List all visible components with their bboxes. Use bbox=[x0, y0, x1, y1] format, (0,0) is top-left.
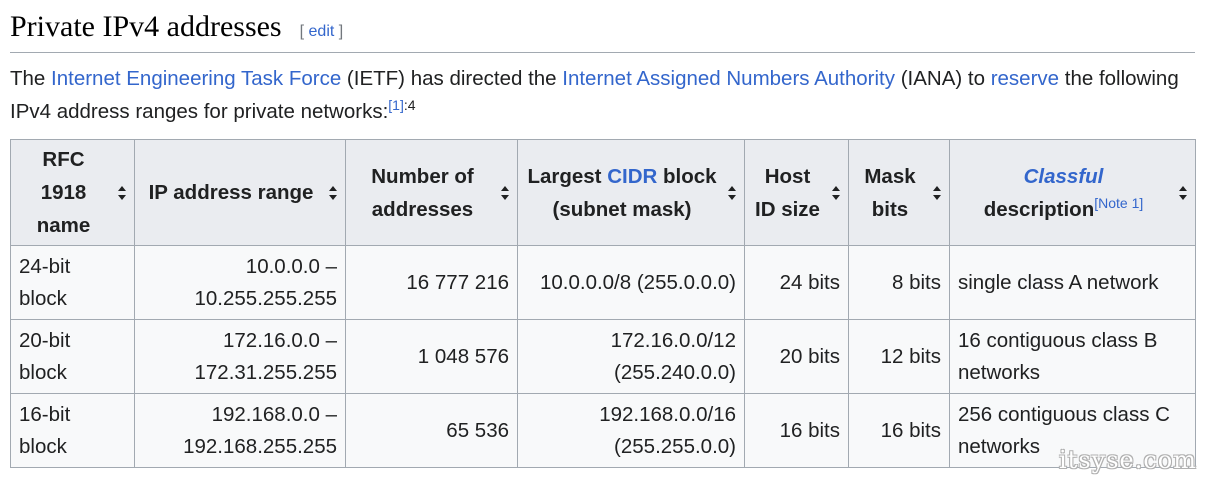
cell-mask-bits: 16 bits bbox=[848, 393, 950, 468]
cell-text: 192.168.255.255 bbox=[183, 434, 337, 458]
column-header-host-id-size[interactable]: Host ID size bbox=[744, 139, 849, 246]
cell-mask-bits: 12 bits bbox=[848, 319, 950, 394]
header-row: RFC 1918 name IP address range Number of… bbox=[10, 139, 1196, 246]
sort-icon[interactable] bbox=[1178, 185, 1188, 201]
reference-link[interactable]: [1] bbox=[388, 97, 404, 114]
cell-ip-range: 172.16.0.0 – 172.31.255.255 bbox=[134, 319, 346, 394]
table-row: 24-bit block 10.0.0.0 – 10.255.255.255 16 … bbox=[10, 245, 1196, 320]
cell-text: 20-bit bbox=[19, 328, 71, 352]
cell-text: networks bbox=[958, 434, 1041, 458]
note-marker: [Note 1] bbox=[1094, 195, 1143, 211]
edit-bracket-close: ] bbox=[338, 23, 344, 40]
header-text: Number of bbox=[371, 164, 474, 188]
cell-number-of-addresses: 65 536 bbox=[345, 393, 518, 468]
cell-classful-description: 16 contiguous class B networks bbox=[949, 319, 1196, 394]
cell-host-id-size: 16 bits bbox=[744, 393, 849, 468]
header-text: Mask bbox=[864, 164, 916, 188]
reference-marker: [1]:4 bbox=[388, 97, 415, 113]
header-text: RFC bbox=[42, 148, 85, 171]
cell-classful-description: 256 contiguous class C networks bbox=[949, 393, 1196, 468]
cell-text: 10.0.0.0/8 (255.0.0.0) bbox=[539, 270, 736, 294]
column-header-mask-bits[interactable]: Mask bits bbox=[848, 139, 950, 246]
intro-text: the following IPv4 address ranges for pr… bbox=[10, 67, 1179, 123]
sort-icon[interactable] bbox=[328, 185, 338, 201]
header-text: 1918 bbox=[40, 181, 87, 204]
header-text: bits bbox=[871, 197, 909, 221]
cell-host-id-size: 24 bits bbox=[744, 245, 849, 320]
edit-bracket-open: [ bbox=[299, 23, 305, 40]
cell-number-of-addresses: 16 777 216 bbox=[345, 245, 518, 320]
cell-text: 172.31.255.255 bbox=[194, 360, 338, 384]
edit-section-link-wrapper: [ edit ] bbox=[300, 23, 344, 41]
cell-rfc-name: 16-bit block bbox=[10, 393, 135, 468]
cell-text: 16-bit bbox=[19, 402, 71, 426]
cell-text: 16 contiguous class B bbox=[958, 328, 1158, 352]
column-header-classful-description[interactable]: Classful description[Note 1] bbox=[949, 139, 1196, 246]
note-link[interactable]: [Note 1] bbox=[1094, 194, 1144, 211]
header-text: addresses bbox=[371, 197, 474, 221]
cidr-link[interactable]: CIDR bbox=[607, 164, 658, 188]
private-ipv4-table: RFC 1918 name IP address range Number of… bbox=[10, 139, 1196, 468]
section-title: Private IPv4 addresses bbox=[10, 10, 282, 43]
header-text: (subnet mask) bbox=[552, 197, 692, 221]
cell-text: block bbox=[19, 286, 67, 310]
cell-cidr-block: 172.16.0.0/12 (255.240.0.0) bbox=[517, 319, 745, 394]
iana-link[interactable]: Internet Assigned Numbers Authority bbox=[562, 67, 896, 90]
cell-text: 256 contiguous class C bbox=[958, 402, 1170, 426]
cell-text: 192.168.0.0 – bbox=[211, 402, 337, 426]
section-heading-row: Private IPv4 addresses [ edit ] bbox=[10, 6, 1195, 53]
intro-text: (IETF) has directed the bbox=[341, 67, 563, 90]
sort-icon[interactable] bbox=[117, 185, 127, 201]
column-header-rfc-name[interactable]: RFC 1918 name bbox=[10, 139, 135, 246]
cell-cidr-block: 10.0.0.0/8 (255.0.0.0) bbox=[517, 245, 745, 320]
cell-text: block bbox=[19, 434, 67, 458]
cell-text: 10.0.0.0 – bbox=[245, 254, 337, 278]
intro-text: The bbox=[10, 67, 52, 90]
cell-text: (255.240.0.0) bbox=[614, 360, 736, 384]
sort-icon[interactable] bbox=[500, 185, 510, 201]
sort-icon[interactable] bbox=[932, 185, 942, 201]
cell-ip-range: 192.168.0.0 – 192.168.255.255 bbox=[134, 393, 346, 468]
column-header-number-of-addresses[interactable]: Number of addresses bbox=[345, 139, 518, 246]
column-header-ip-range[interactable]: IP address range bbox=[134, 139, 346, 246]
cell-mask-bits: 8 bits bbox=[848, 245, 950, 320]
cell-rfc-name: 24-bit block bbox=[10, 245, 135, 320]
header-text: ID size bbox=[755, 197, 820, 221]
cell-text: networks bbox=[958, 360, 1041, 384]
column-header-cidr-block[interactable]: Largest CIDR block (subnet mask) bbox=[517, 139, 745, 246]
cell-text: single class A network bbox=[958, 270, 1159, 294]
intro-text: (IANA) to bbox=[895, 67, 991, 90]
header-text: description bbox=[983, 197, 1095, 221]
ietf-link[interactable]: Internet Engineering Task Force bbox=[51, 67, 342, 90]
table-row: 16-bit block 192.168.0.0 – 192.168.255.255… bbox=[10, 393, 1196, 468]
cell-number-of-addresses: 1 048 576 bbox=[345, 319, 518, 394]
cell-host-id-size: 20 bits bbox=[744, 319, 849, 394]
cell-text: 192.168.0.0/16 bbox=[599, 402, 736, 426]
cell-ip-range: 10.0.0.0 – 10.255.255.255 bbox=[134, 245, 346, 320]
header-text: Largest bbox=[527, 164, 608, 188]
cell-text: 172.16.0.0/12 bbox=[610, 328, 736, 352]
header-text: block bbox=[657, 164, 717, 188]
header-text: name bbox=[36, 214, 91, 237]
header-text: IP address range bbox=[148, 181, 314, 204]
cell-classful-description: single class A network bbox=[949, 245, 1196, 320]
cell-text: (255.255.0.0) bbox=[614, 434, 736, 458]
cell-text: 172.16.0.0 – bbox=[223, 328, 337, 352]
watermark: itsyse.com bbox=[1059, 446, 1197, 474]
cell-rfc-name: 20-bit block bbox=[10, 319, 135, 394]
intro-paragraph: The Internet Engineering Task Force (IET… bbox=[10, 62, 1200, 128]
cell-text: 24-bit bbox=[19, 254, 71, 278]
header-text: Host bbox=[764, 164, 811, 188]
cell-text: block bbox=[19, 360, 67, 384]
reserve-link[interactable]: reserve bbox=[990, 67, 1060, 90]
reference-page: :4 bbox=[403, 97, 416, 114]
sort-icon[interactable] bbox=[727, 185, 737, 201]
cell-cidr-block: 192.168.0.0/16 (255.255.0.0) bbox=[517, 393, 745, 468]
edit-section-link[interactable]: edit bbox=[308, 23, 335, 40]
classful-link[interactable]: Classful bbox=[1023, 164, 1104, 188]
sort-icon[interactable] bbox=[831, 185, 841, 201]
table-row: 20-bit block 172.16.0.0 – 172.31.255.255 1… bbox=[10, 319, 1196, 394]
cell-text: 10.255.255.255 bbox=[194, 286, 338, 310]
